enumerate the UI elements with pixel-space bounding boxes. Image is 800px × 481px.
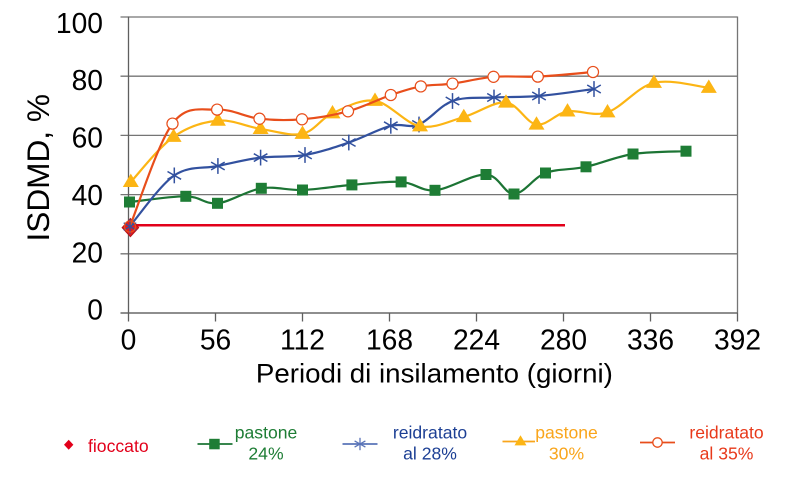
svg-text:al 28%: al 28% bbox=[403, 443, 457, 463]
svg-text:80: 80 bbox=[72, 65, 103, 97]
svg-text:Periodi di insilamento (giorni: Periodi di insilamento (giorni) bbox=[256, 358, 613, 389]
svg-text:168: 168 bbox=[366, 324, 413, 356]
svg-text:56: 56 bbox=[200, 324, 231, 356]
svg-text:336: 336 bbox=[627, 324, 674, 356]
svg-text:392: 392 bbox=[714, 324, 761, 356]
svg-text:reidratato: reidratato bbox=[689, 423, 764, 443]
svg-text:100: 100 bbox=[56, 8, 103, 40]
svg-text:24%: 24% bbox=[248, 443, 284, 463]
svg-text:60: 60 bbox=[72, 122, 103, 154]
svg-text:224: 224 bbox=[453, 324, 500, 356]
svg-text:30%: 30% bbox=[549, 443, 585, 463]
svg-text:reidratato: reidratato bbox=[393, 423, 468, 443]
svg-text:fioccato: fioccato bbox=[88, 436, 149, 456]
svg-text:40: 40 bbox=[72, 180, 103, 212]
svg-text:112: 112 bbox=[280, 324, 325, 356]
svg-text:ISDMD, %: ISDMD, % bbox=[21, 94, 56, 241]
svg-text:0: 0 bbox=[87, 295, 103, 327]
svg-text:al 35%: al 35% bbox=[700, 443, 754, 463]
svg-text:20: 20 bbox=[72, 237, 103, 269]
svg-text:0: 0 bbox=[121, 324, 137, 356]
svg-text:pastone: pastone bbox=[235, 423, 298, 443]
svg-text:pastone: pastone bbox=[535, 423, 598, 443]
svg-text:280: 280 bbox=[540, 324, 587, 356]
